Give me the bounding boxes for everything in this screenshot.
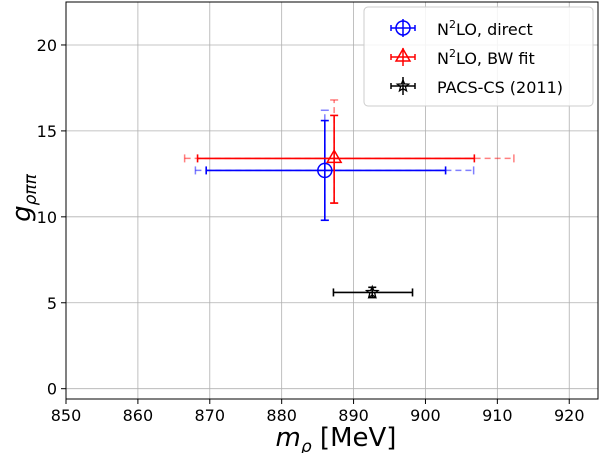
legend-entry-3: PACS-CS (2011) xyxy=(437,78,563,97)
series-1 xyxy=(194,109,475,222)
x-tick-label: 900 xyxy=(410,406,441,425)
legend-entry-1-sup: 2 xyxy=(449,18,456,31)
series-layer xyxy=(183,99,515,299)
plot-frame xyxy=(65,1,599,400)
y-tick-label: 0 xyxy=(47,380,57,399)
data-point-marker xyxy=(364,284,380,299)
y-tick-label: 10 xyxy=(37,208,57,227)
x-tick-label: 850 xyxy=(51,406,82,425)
x-axis: 850 860 870 880 890 900 910 920 xyxy=(51,399,585,425)
legend-entry-2-rest: LO, BW fit xyxy=(456,49,535,68)
x-tick-label: 920 xyxy=(554,406,585,425)
legend-entry-3-main: PACS-CS (2011) xyxy=(437,78,563,97)
series-3 xyxy=(332,284,414,299)
x-tick-label: 870 xyxy=(195,406,226,425)
x-tick-label: 890 xyxy=(338,406,369,425)
legend-symbol xyxy=(395,78,411,93)
x-axis-label-unit: [MeV] xyxy=(312,423,397,453)
x-axis-label-symbol: m xyxy=(276,423,301,453)
legend-entry-2-main: N xyxy=(437,49,449,68)
legend-marker-2 xyxy=(390,47,416,66)
y-axis-label-sub: ρππ xyxy=(21,173,41,205)
legend-marker-1 xyxy=(390,19,416,37)
y-tick-label: 20 xyxy=(37,36,57,55)
x-axis-label: mρ [MeV] xyxy=(276,423,397,453)
data-point-marker xyxy=(325,148,343,164)
legend-entry-1: N2LO, direct xyxy=(437,18,533,39)
legend-entry-1-rest: LO, direct xyxy=(456,20,533,39)
y-axis-label: gρππ xyxy=(7,173,41,222)
y-axis: 0 5 10 15 20 xyxy=(37,36,66,399)
data-point-marker xyxy=(317,162,333,179)
series-2 xyxy=(183,99,515,204)
legend-box xyxy=(363,6,594,107)
legend: N2LO, direct N2LO, BW fit PACS-CS (2011) xyxy=(363,6,594,107)
legend-symbol xyxy=(394,47,412,62)
y-tick-label: 15 xyxy=(37,122,57,141)
x-tick-label: 910 xyxy=(482,406,513,425)
x-tick-label: 880 xyxy=(266,406,297,425)
legend-entry-1-main: N xyxy=(437,20,449,39)
x-tick-label: 860 xyxy=(123,406,154,425)
y-axis-label-symbol: g xyxy=(7,205,37,222)
legend-symbol xyxy=(395,20,411,36)
legend-entry-2-sup: 2 xyxy=(449,47,456,60)
x-axis-label-sub: ρ xyxy=(301,437,312,453)
y-tick-label: 5 xyxy=(47,294,57,313)
legend-marker-3 xyxy=(390,77,416,95)
legend-entry-2: N2LO, BW fit xyxy=(437,47,535,68)
